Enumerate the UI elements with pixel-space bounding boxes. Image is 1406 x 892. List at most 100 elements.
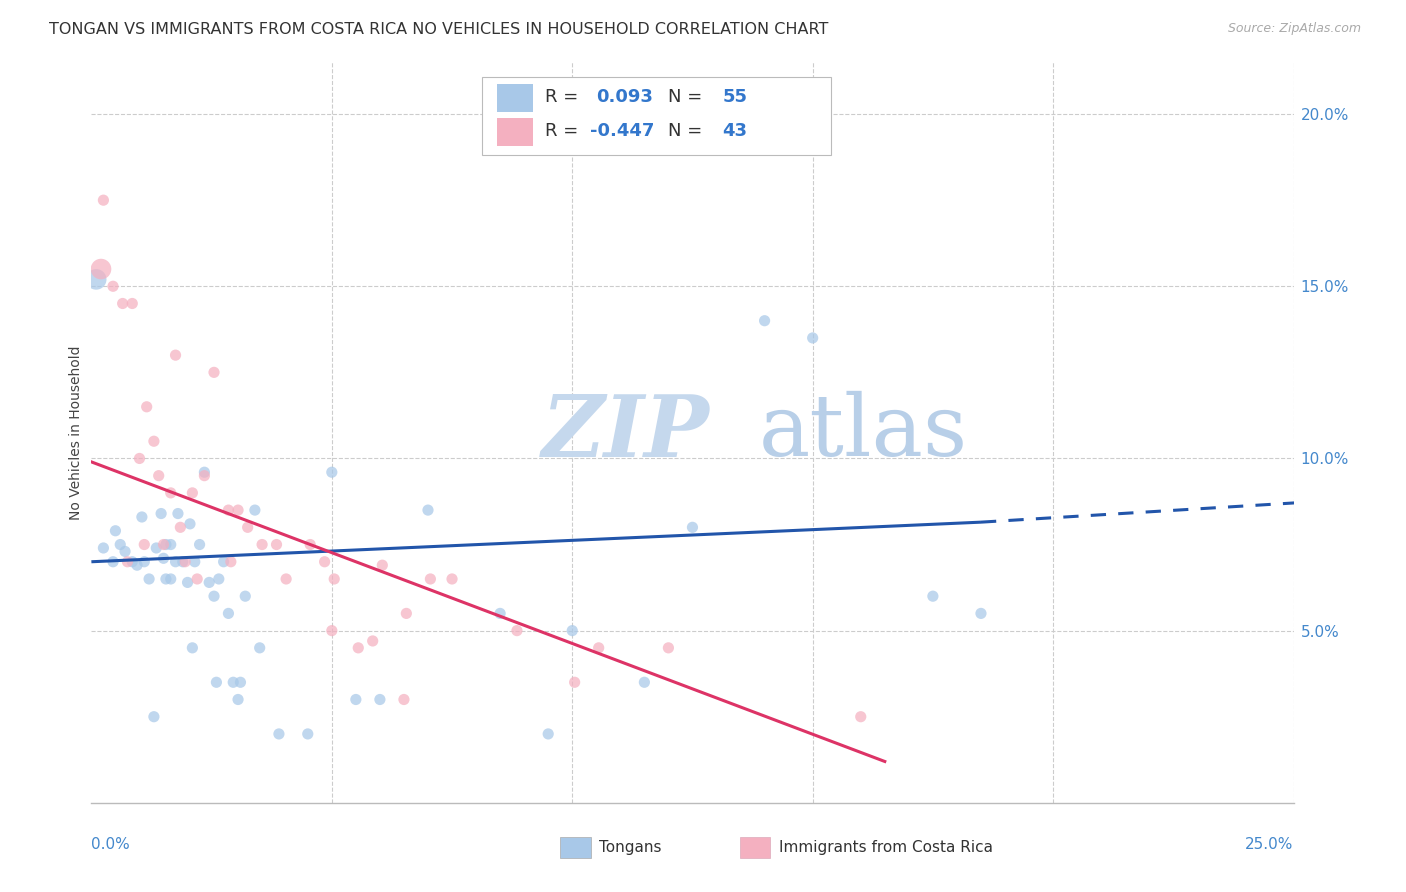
Point [110,537,132,551]
Point [111,296,134,310]
Point [152,551,174,566]
Point [657,640,679,655]
Point [165,555,187,569]
Y-axis label: No Vehicles in Household: No Vehicles in Household [69,345,83,520]
Point [121,296,143,310]
Point [226,692,249,706]
Text: R =: R = [544,122,583,140]
Point [217,503,239,517]
Bar [496,118,533,146]
Point [148,468,170,483]
Point [145,541,167,555]
Point [159,486,181,500]
Point [159,537,181,551]
Point [125,558,148,573]
Text: Immigrants from Costa Rica: Immigrants from Costa Rica [779,840,993,855]
Point [142,434,165,449]
Point [588,640,610,655]
Point [176,575,198,590]
Point [104,524,127,538]
Point [212,555,235,569]
Point [135,400,157,414]
Point [202,589,225,603]
Point [208,572,231,586]
Text: N =: N = [668,88,709,106]
Point [222,675,245,690]
Point [229,675,252,690]
Point [633,675,655,690]
Bar [496,84,533,112]
Point [186,572,208,586]
Point [922,589,945,603]
Point [121,555,143,569]
Point [128,451,150,466]
Point [970,607,993,621]
Point [217,607,239,621]
Text: ZIP: ZIP [543,391,710,475]
Text: 0.0%: 0.0% [91,838,131,852]
Point [93,541,115,555]
Point [179,516,201,531]
Point [276,572,298,586]
Point [198,575,221,590]
Point [155,572,177,586]
Text: N =: N = [668,122,709,140]
Point [266,537,288,551]
Point [440,572,463,586]
Point [155,537,177,551]
Text: Tongans: Tongans [599,840,661,855]
Text: 55: 55 [723,88,748,106]
Point [184,555,207,569]
Point [314,555,336,569]
Text: -0.447: -0.447 [591,122,655,140]
Point [801,331,824,345]
Point [243,503,266,517]
Point [849,709,872,723]
Point [193,465,215,479]
Point [117,555,139,569]
Point [205,675,228,690]
Point [297,727,319,741]
Point [249,640,271,655]
Point [361,634,384,648]
Text: 43: 43 [723,122,748,140]
Point [202,365,225,379]
Text: 25.0%: 25.0% [1246,838,1294,852]
Point [84,272,107,286]
Point [250,537,273,551]
Point [419,572,441,586]
Point [134,537,156,551]
Point [347,640,370,655]
Point [267,727,290,741]
Point [181,640,204,655]
Point [193,468,215,483]
Point [299,537,322,551]
Point [181,486,204,500]
Point [188,537,211,551]
Point [323,572,346,586]
Point [131,510,153,524]
Point [236,520,259,534]
Text: 0.093: 0.093 [596,88,654,106]
Point [416,503,439,517]
Point [344,692,367,706]
Bar [482,78,831,155]
Point [159,572,181,586]
Text: Source: ZipAtlas.com: Source: ZipAtlas.com [1227,22,1361,36]
Point [371,558,394,573]
Point [167,507,190,521]
Point [506,624,529,638]
Point [489,607,512,621]
Point [150,507,173,521]
Point [152,537,174,551]
Text: R =: R = [544,88,583,106]
Text: atlas: atlas [759,391,967,475]
Point [681,520,703,534]
Point [101,555,124,569]
Point [219,555,242,569]
Point [537,727,560,741]
Point [101,279,124,293]
Point [233,589,256,603]
Point [392,692,415,706]
Point [90,262,112,277]
